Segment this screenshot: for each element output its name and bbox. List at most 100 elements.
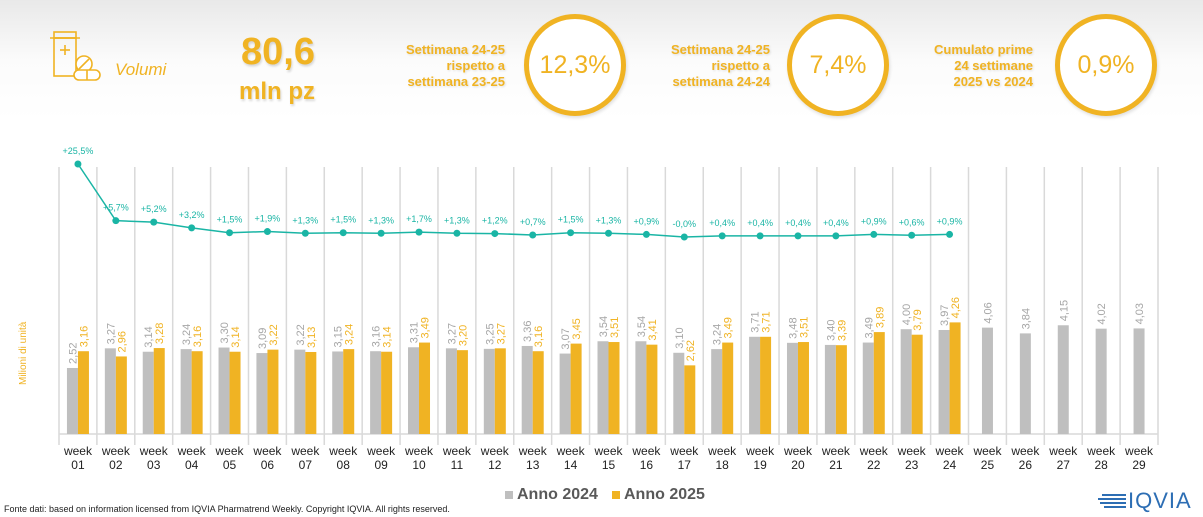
bar-2024 <box>332 351 344 434</box>
pct-change-point <box>339 229 347 237</box>
bar-2025 <box>797 342 809 434</box>
x-tick-label: 10 <box>412 458 426 472</box>
pct-change-label: +0,7% <box>520 217 546 227</box>
x-tick-label: 19 <box>753 458 767 472</box>
x-tick-label: week <box>177 444 207 458</box>
x-tick-label: 11 <box>451 458 464 472</box>
x-tick-label: 02 <box>109 458 123 472</box>
comparison-circle-2: 7,4% <box>787 14 889 116</box>
pct-change-point <box>226 229 234 237</box>
legend-label: Anno 2025 <box>624 486 705 503</box>
x-tick-label: 24 <box>943 458 957 472</box>
bar-2024 <box>294 349 306 434</box>
x-tick-label: 13 <box>526 458 540 472</box>
bar-label-2024: 3,71 <box>750 311 762 332</box>
bar-label-2024: 3,16 <box>371 326 383 347</box>
x-tick-label: week <box>593 444 623 458</box>
x-tick-label: 21 <box>829 458 843 472</box>
pct-change-point <box>415 228 423 236</box>
bar-label-2024: 3,27 <box>105 323 117 344</box>
bar-2024 <box>142 351 154 434</box>
pct-change-label: +0,9% <box>634 216 660 226</box>
bar-2025 <box>608 342 620 434</box>
bar-label-2024: 3,27 <box>446 323 458 344</box>
comparison-circle-1: 12,3% <box>524 14 626 116</box>
bar-label-2025: 3,14 <box>230 326 242 347</box>
comparison-label-line: settimana 24-24 <box>672 74 770 89</box>
x-tick-label: 15 <box>602 458 616 472</box>
comparison-label-line: rispetto a <box>446 58 505 73</box>
bar-2024 <box>256 353 268 434</box>
bar-2025 <box>77 351 89 434</box>
pct-change-point <box>832 232 840 240</box>
bar-label-2025: 3,16 <box>533 326 545 347</box>
bar-2025 <box>911 334 923 434</box>
bar-2025 <box>532 351 544 434</box>
iqvia-logo-mark-icon <box>1098 494 1126 508</box>
bar-label-2025: 3,16 <box>78 326 90 347</box>
bar-2025 <box>305 351 317 434</box>
comparison-label-line: 2025 vs 2024 <box>953 74 1033 89</box>
bar-2024 <box>981 327 993 434</box>
comparison-circle-3: 0,9% <box>1055 14 1157 116</box>
pct-change-point <box>870 230 878 238</box>
bar-2025 <box>494 348 506 434</box>
comparison-label-line: Cumulato prime <box>934 42 1033 57</box>
bar-label-2024: 3,54 <box>636 316 648 337</box>
bar-label-2024: 4,00 <box>901 304 913 325</box>
x-tick-label: 18 <box>716 458 730 472</box>
bar-2024 <box>711 349 723 434</box>
bar-label-2025: 3,41 <box>647 319 659 340</box>
comparison-label-line: rispetto a <box>711 58 770 73</box>
pct-change-label: +1,5% <box>558 215 584 225</box>
pct-change-label: +5,7% <box>103 203 129 213</box>
x-tick-label: 28 <box>1094 458 1108 472</box>
pct-change-label: -0,0% <box>673 219 697 229</box>
bar-2024 <box>218 347 230 434</box>
comparison-label-line: Settimana 24-25 <box>671 42 770 57</box>
legend-item-2025: Anno 2025 <box>612 486 705 504</box>
pct-change-label: +0,6% <box>899 217 925 227</box>
bar-label-2024: 3,49 <box>863 317 875 338</box>
bar-2025 <box>570 343 582 434</box>
pct-change-point <box>150 218 158 226</box>
bar-label-2025: 3,20 <box>457 325 469 346</box>
bar-label-2025: 3,14 <box>382 326 394 347</box>
x-tick-label: week <box>669 444 699 458</box>
x-tick-label: week <box>101 444 131 458</box>
bar-label-2024: 3,36 <box>522 321 534 342</box>
bar-label-2024: 3,31 <box>409 322 421 343</box>
pct-change-label: +1,5% <box>217 215 243 225</box>
bar-label-2025: 4,26 <box>950 297 962 318</box>
bar-label-2025: 2,62 <box>685 340 697 361</box>
pct-change-point <box>642 230 650 238</box>
x-tick-label: week <box>139 444 169 458</box>
bar-2024 <box>673 352 685 434</box>
pct-change-point <box>794 232 802 240</box>
bar-label-2024: 3,15 <box>333 326 345 347</box>
bar-2025 <box>153 348 165 434</box>
bar-2025 <box>835 345 847 434</box>
comparison-value: 7,4% <box>809 50 867 79</box>
x-tick-label: week <box>442 444 472 458</box>
comparison-label-line: settimana 23-25 <box>407 74 505 89</box>
pct-change-label: +0,9% <box>861 216 887 226</box>
bar-label-2024: 3,07 <box>560 328 572 349</box>
x-tick-label: week <box>290 444 320 458</box>
bar-2024 <box>749 336 761 434</box>
pct-change-label: +5,2% <box>141 204 167 214</box>
pct-change-line <box>77 163 950 238</box>
bar-2024 <box>862 342 874 434</box>
bar-label-2025: 3,89 <box>874 307 886 328</box>
x-tick-label: 09 <box>374 458 388 472</box>
pct-change-label: +0,4% <box>747 218 773 228</box>
comparison-value: 12,3% <box>539 50 611 79</box>
comparison-value: 0,9% <box>1077 50 1135 79</box>
iqvia-logo-text: IQVIA <box>1128 488 1192 513</box>
pct-change-point <box>946 230 954 238</box>
y-axis-label: Milioni di unità <box>18 321 29 385</box>
bar-label-2025: 2,96 <box>116 331 128 352</box>
pct-change-label: +25,5% <box>63 146 94 156</box>
x-tick-label: 29 <box>1132 458 1146 472</box>
bar-2024 <box>408 347 420 434</box>
